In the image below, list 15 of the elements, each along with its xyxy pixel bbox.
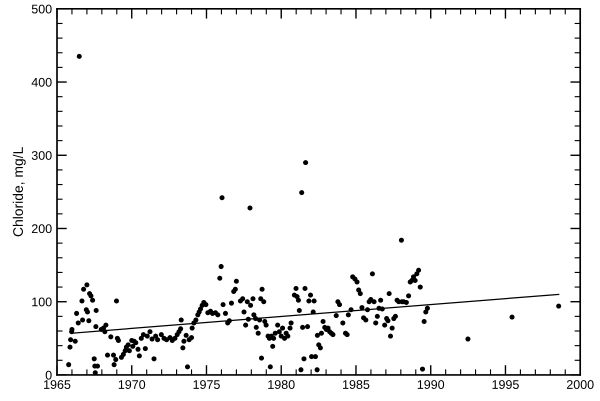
y-tick-label: 100 <box>32 298 52 306</box>
x-tick-label: 2000 <box>566 380 594 389</box>
x-tick-label: 1970 <box>118 380 146 389</box>
y-tick-label: 200 <box>32 224 52 234</box>
x-tick-label: 1985 <box>343 380 370 389</box>
y-axis-title: Chloride, mg/L <box>12 147 26 236</box>
y-tick-label: 400 <box>32 78 52 87</box>
y-tick-label: 500 <box>32 4 52 14</box>
x-tick-label: 1995 <box>492 380 519 389</box>
y-tick-label: 300 <box>32 151 52 160</box>
x-tick-label: 1975 <box>194 380 220 389</box>
y-tick-label: 0 <box>46 370 52 380</box>
x-tick-label: 1990 <box>418 380 444 389</box>
x-tick-label: 1965 <box>44 380 70 389</box>
x-tick-label: 1980 <box>268 380 295 389</box>
